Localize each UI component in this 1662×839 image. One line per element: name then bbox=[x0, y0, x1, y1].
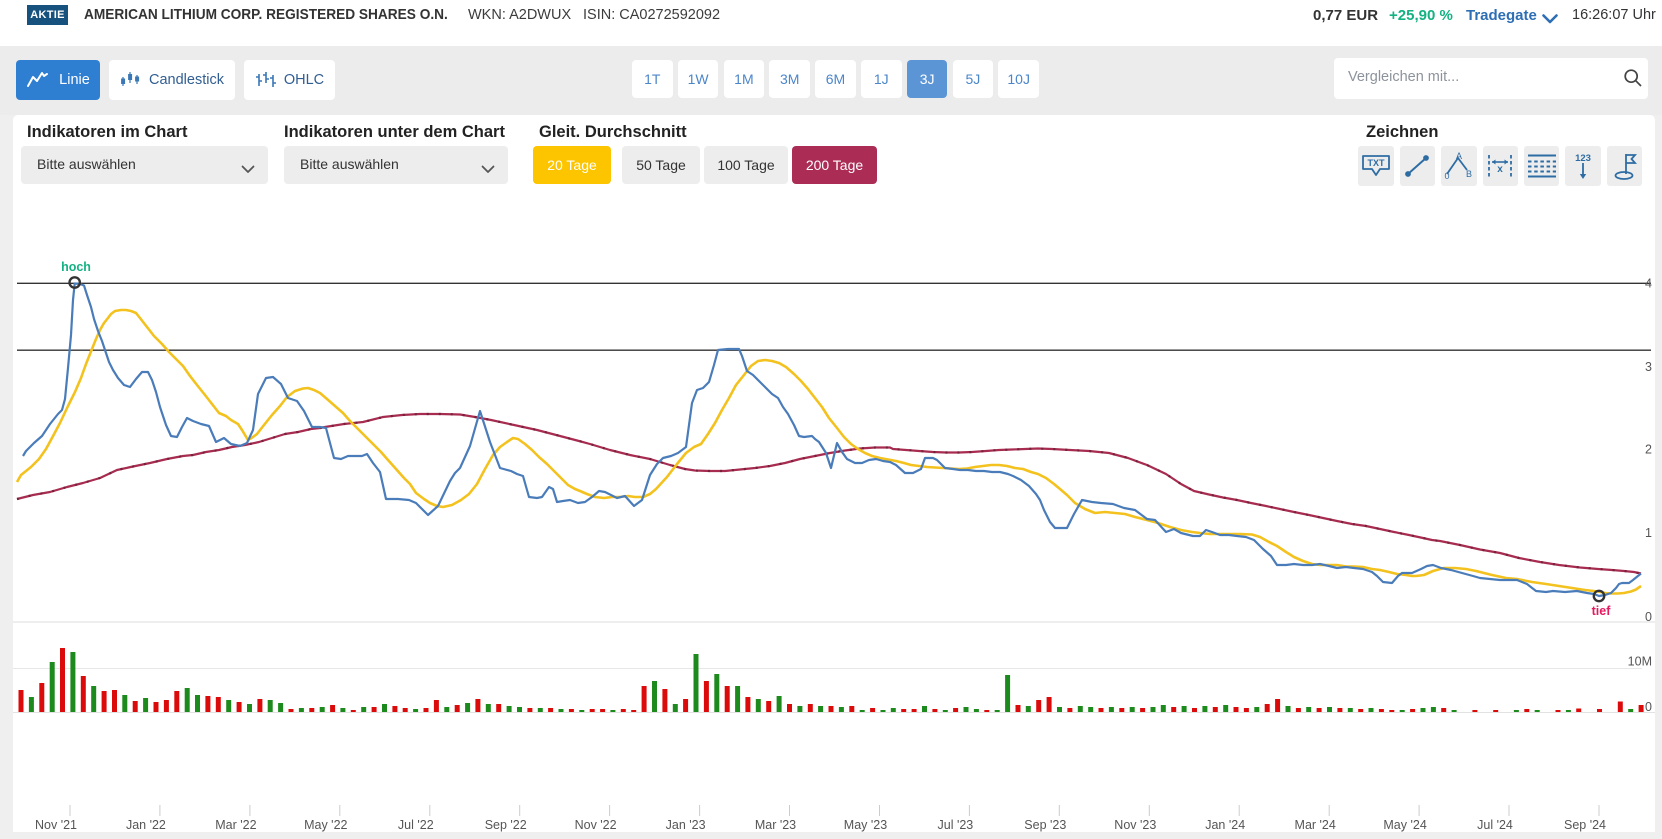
svg-text:Sep '23: Sep '23 bbox=[1024, 818, 1066, 832]
svg-text:Jan '22: Jan '22 bbox=[126, 818, 166, 832]
svg-text:Jul '22: Jul '22 bbox=[398, 818, 434, 832]
svg-text:0: 0 bbox=[1444, 171, 1449, 180]
svg-text:Jan '23: Jan '23 bbox=[666, 818, 706, 832]
svg-text:Sep '22: Sep '22 bbox=[485, 818, 527, 832]
svg-text:123: 123 bbox=[1575, 153, 1591, 164]
svg-text:May '24: May '24 bbox=[1383, 818, 1426, 832]
svg-text:4: 4 bbox=[1645, 277, 1652, 291]
svg-text:May '22: May '22 bbox=[304, 818, 347, 832]
svg-text:Jan '24: Jan '24 bbox=[1205, 818, 1245, 832]
svg-text:Nov '23: Nov '23 bbox=[1114, 818, 1156, 832]
svg-text:Nov '22: Nov '22 bbox=[575, 818, 617, 832]
svg-text:B: B bbox=[1466, 169, 1472, 179]
svg-text:Mar '24: Mar '24 bbox=[1295, 818, 1336, 832]
svg-text:hoch: hoch bbox=[61, 260, 91, 274]
svg-text:A: A bbox=[1456, 152, 1462, 161]
svg-text:3: 3 bbox=[1645, 360, 1652, 374]
svg-text:TXT: TXT bbox=[1368, 158, 1386, 168]
svg-text:Nov '21: Nov '21 bbox=[35, 818, 77, 832]
svg-text:2: 2 bbox=[1645, 443, 1652, 457]
svg-text:Mar '23: Mar '23 bbox=[755, 818, 796, 832]
svg-text:0: 0 bbox=[1645, 700, 1652, 714]
svg-text:Sep '24: Sep '24 bbox=[1564, 818, 1606, 832]
svg-text:tief: tief bbox=[1592, 604, 1612, 618]
svg-text:Jul '23: Jul '23 bbox=[938, 818, 974, 832]
svg-text:Mar '22: Mar '22 bbox=[215, 818, 256, 832]
svg-text:1: 1 bbox=[1645, 526, 1652, 540]
svg-text:May '23: May '23 bbox=[844, 818, 887, 832]
svg-text:Jul '24: Jul '24 bbox=[1477, 818, 1513, 832]
svg-text:x: x bbox=[1498, 164, 1504, 175]
svg-text:10M: 10M bbox=[1628, 655, 1652, 669]
svg-text:0: 0 bbox=[1645, 610, 1652, 624]
